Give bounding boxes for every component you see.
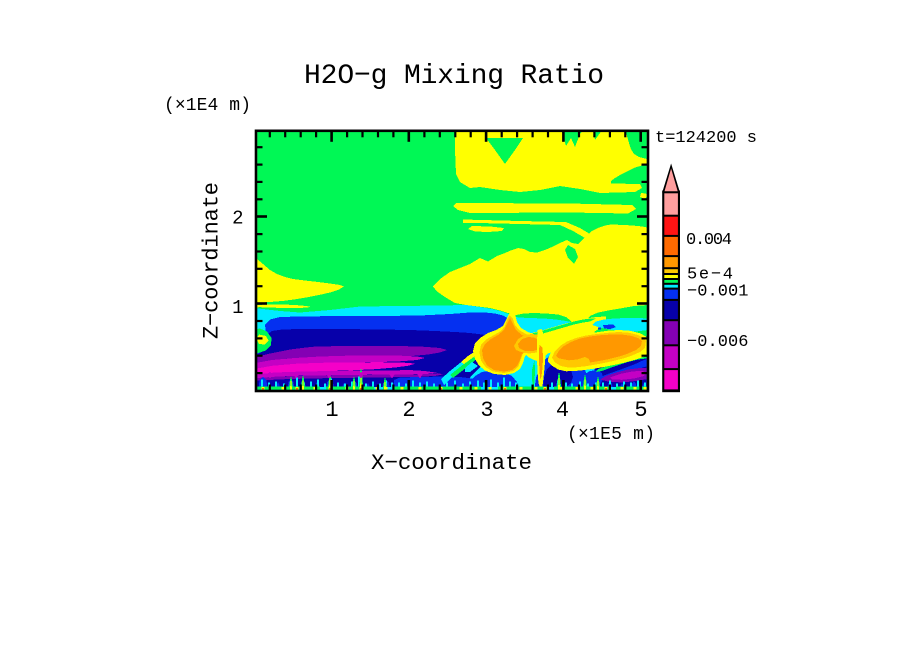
svg-text:−0.001: −0.001: [687, 283, 749, 302]
svg-text:0.004: 0.004: [686, 231, 732, 250]
svg-text:5: 5: [634, 398, 647, 423]
svg-text:2: 2: [232, 207, 243, 229]
svg-text:H2O−g Mixing Ratio: H2O−g Mixing Ratio: [304, 61, 604, 92]
svg-text:2: 2: [402, 398, 415, 423]
svg-text:1: 1: [232, 297, 243, 319]
svg-text:3: 3: [480, 398, 493, 423]
svg-text:(×1E4 m): (×1E4 m): [164, 96, 251, 116]
svg-text:t=124200 s: t=124200 s: [655, 129, 757, 148]
svg-text:4: 4: [556, 398, 569, 423]
svg-text:X−coordinate: X−coordinate: [371, 450, 532, 476]
svg-text:−0.006: −0.006: [687, 333, 749, 352]
svg-text:1: 1: [325, 398, 338, 423]
svg-text:Z−coordinate: Z−coordinate: [200, 182, 225, 339]
svg-text:(×1E5 m): (×1E5 m): [567, 425, 655, 445]
